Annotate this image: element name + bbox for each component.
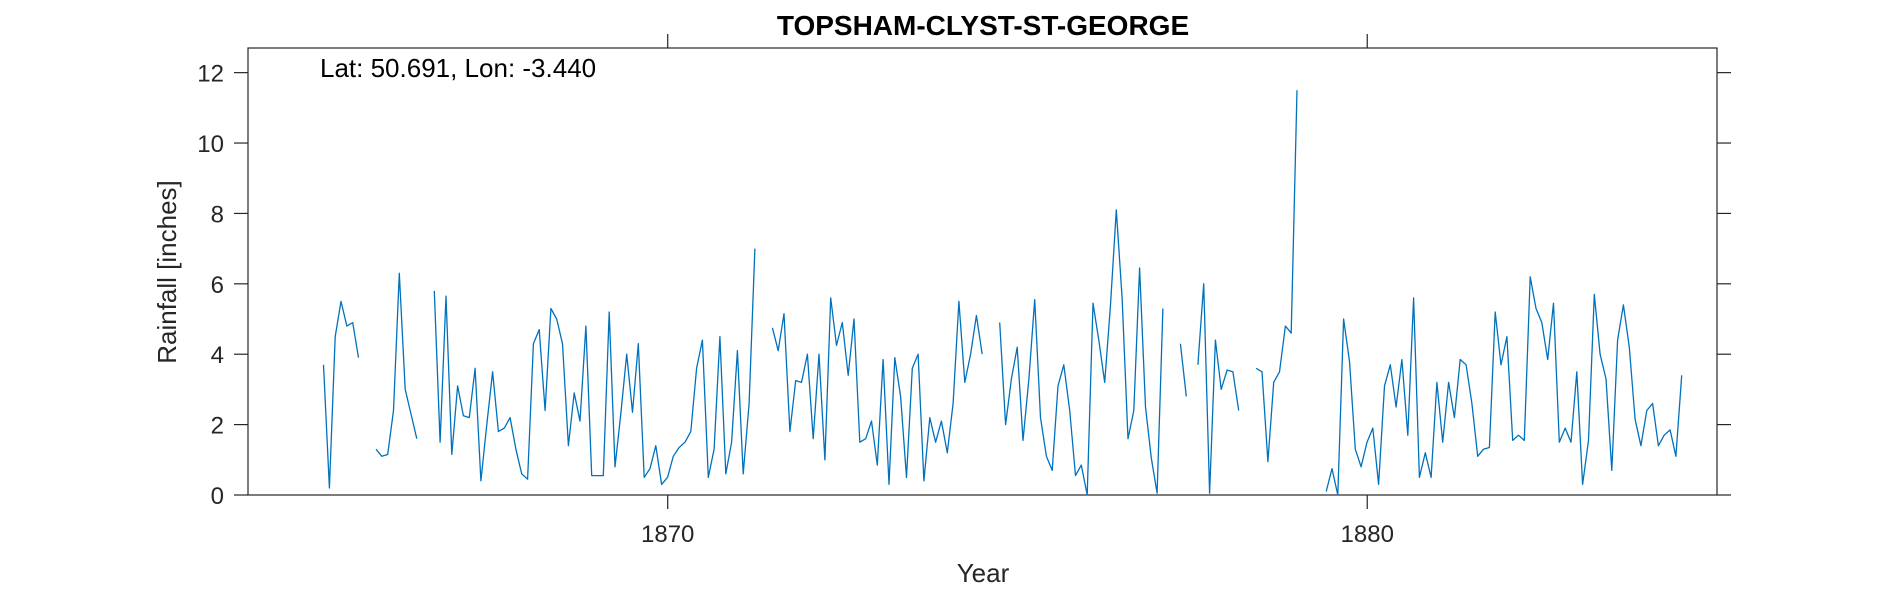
y-tick-label: 12 <box>197 61 224 88</box>
series-line-0 <box>322 90 1683 496</box>
x-tick-label: 1880 <box>1341 521 1394 548</box>
series-segment <box>1255 90 1298 463</box>
y-tick-label: 0 <box>211 483 224 510</box>
series-segment <box>1179 343 1187 397</box>
series-segment <box>1325 276 1683 496</box>
y-tick-label: 8 <box>211 201 224 228</box>
series-segment <box>433 248 756 486</box>
axis-ticks <box>234 34 1731 509</box>
series-segment <box>322 300 360 489</box>
x-tick-label: 1870 <box>641 521 694 548</box>
y-tick-label: 2 <box>211 413 224 440</box>
x-axis-label: Year <box>957 558 1010 588</box>
plot-frame <box>247 47 1718 496</box>
chart-title: TOPSHAM-CLYST-ST-GEORGE <box>777 10 1189 41</box>
location-annotation: Lat: 50.691, Lon: -3.440 <box>320 53 596 83</box>
series-layer <box>322 90 1683 496</box>
axis-tick-labels: 0 2 4 6 8 10 12 1870 1880 <box>197 61 1394 548</box>
series-segment <box>771 297 983 486</box>
y-tick-label: 4 <box>211 342 224 369</box>
series-segment <box>1197 283 1240 494</box>
series-segment <box>375 272 418 457</box>
series-segment <box>999 209 1164 496</box>
y-axis-label: Rainfall [inches] <box>152 180 182 364</box>
y-tick-label: 10 <box>197 131 224 158</box>
y-tick-label: 6 <box>211 272 224 299</box>
